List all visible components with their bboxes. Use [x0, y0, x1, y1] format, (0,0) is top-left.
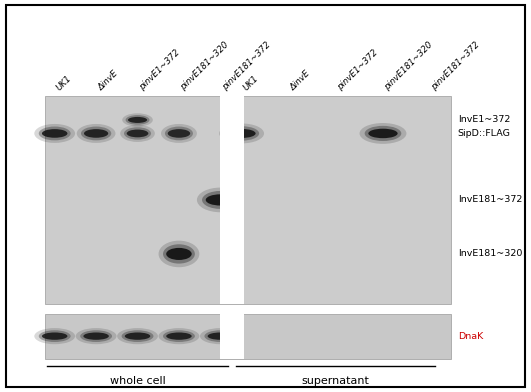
Bar	[220, 314, 244, 359]
Text: ΔinvE: ΔinvE	[289, 69, 312, 92]
Ellipse shape	[365, 126, 401, 141]
Ellipse shape	[42, 129, 67, 138]
Ellipse shape	[122, 113, 153, 127]
Ellipse shape	[369, 129, 398, 138]
Ellipse shape	[224, 126, 259, 141]
Ellipse shape	[76, 328, 116, 344]
Bar	[45, 96, 451, 304]
Text: DnaK: DnaK	[458, 332, 483, 341]
Ellipse shape	[208, 332, 233, 340]
Text: UK1: UK1	[55, 73, 73, 92]
Ellipse shape	[125, 332, 150, 340]
Ellipse shape	[80, 330, 112, 342]
Ellipse shape	[84, 129, 108, 138]
Ellipse shape	[204, 330, 236, 342]
Ellipse shape	[163, 244, 195, 263]
Ellipse shape	[35, 124, 75, 143]
Ellipse shape	[159, 328, 199, 344]
Ellipse shape	[168, 129, 190, 138]
Ellipse shape	[124, 127, 151, 140]
Ellipse shape	[120, 125, 155, 142]
Ellipse shape	[39, 127, 71, 140]
Ellipse shape	[35, 328, 75, 344]
Text: InvE181~372: InvE181~372	[458, 196, 522, 204]
Ellipse shape	[166, 248, 192, 260]
Text: pinvE1~372: pinvE1~372	[336, 48, 380, 92]
Ellipse shape	[166, 332, 192, 340]
Ellipse shape	[127, 129, 148, 137]
Text: SipD::FLAG: SipD::FLAG	[458, 129, 511, 138]
FancyBboxPatch shape	[6, 5, 525, 387]
Ellipse shape	[42, 332, 67, 340]
Text: InvE1~372: InvE1~372	[458, 115, 510, 124]
Text: InvE181~320: InvE181~320	[458, 249, 522, 258]
Ellipse shape	[83, 332, 109, 340]
Ellipse shape	[77, 124, 115, 143]
Ellipse shape	[197, 188, 244, 212]
Ellipse shape	[228, 129, 255, 138]
Ellipse shape	[200, 328, 241, 344]
Ellipse shape	[128, 117, 147, 123]
Text: pinvE181~320: pinvE181~320	[383, 40, 435, 92]
Ellipse shape	[359, 123, 406, 144]
Text: whole cell: whole cell	[110, 376, 165, 386]
Ellipse shape	[81, 127, 111, 140]
Ellipse shape	[39, 330, 71, 342]
Text: supernatant: supernatant	[302, 376, 370, 386]
Ellipse shape	[125, 115, 150, 125]
Bar	[45, 314, 451, 359]
Ellipse shape	[219, 123, 264, 143]
Text: pinvE181~320: pinvE181~320	[179, 40, 231, 92]
Ellipse shape	[161, 124, 197, 143]
Ellipse shape	[205, 194, 235, 205]
Ellipse shape	[159, 241, 199, 267]
Ellipse shape	[163, 330, 195, 342]
Text: pinvE1~372: pinvE1~372	[138, 48, 182, 92]
Ellipse shape	[165, 127, 193, 140]
Ellipse shape	[117, 328, 158, 344]
Ellipse shape	[202, 191, 238, 209]
Text: pinvE181~372: pinvE181~372	[430, 40, 482, 92]
Text: UK1: UK1	[242, 73, 260, 92]
Bar	[220, 96, 244, 304]
Text: pinvE181~372: pinvE181~372	[220, 40, 272, 92]
Text: ΔinvE: ΔinvE	[96, 69, 119, 92]
Ellipse shape	[122, 330, 153, 342]
